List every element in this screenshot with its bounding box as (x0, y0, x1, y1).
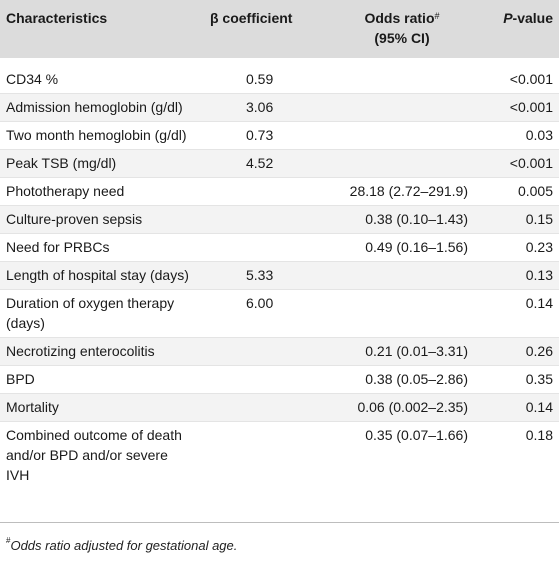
cell-odds-ratio (328, 261, 476, 290)
table-row: Necrotizing enterocolitis 0.21 (0.01–3.31… (0, 337, 559, 366)
footnote-divider (0, 522, 559, 523)
cell-beta-coefficient (200, 177, 328, 206)
cell-odds-ratio (328, 121, 476, 150)
header-p-value-rest: -value (512, 10, 553, 26)
header-odds-ratio-footnote-mark: # (434, 11, 440, 21)
cell-characteristic: Two month hemoglobin (g/dl) (0, 121, 200, 150)
cell-beta-coefficient: 6.00 (200, 289, 328, 338)
cell-beta-coefficient (200, 393, 328, 422)
cell-odds-ratio: 0.38 (0.05–2.86) (328, 365, 476, 394)
header-beta-coefficient: β coefficient (210, 10, 293, 26)
cell-characteristic: Mortality (0, 393, 200, 422)
header-characteristics: Characteristics (6, 10, 108, 26)
cell-p-value: 0.14 (476, 289, 559, 338)
cell-characteristic: Culture-proven sepsis (0, 205, 200, 234)
footnote-mark: # (6, 536, 11, 545)
table-row: Mortality 0.06 (0.002–2.35) 0.14 (0, 393, 559, 422)
cell-odds-ratio: 0.49 (0.16–1.56) (328, 233, 476, 262)
header-odds-ratio-ci: (95% CI) (374, 30, 430, 46)
cell-beta-coefficient: 0.59 (246, 71, 274, 87)
cell-p-value: <0.001 (476, 149, 559, 178)
cell-characteristic: Duration of oxygen therapy (days) (0, 289, 200, 338)
footnote-text: Odds ratio adjusted for gestational age. (10, 538, 238, 553)
cell-odds-ratio (328, 289, 476, 338)
table-row: Duration of oxygen therapy (days) 6.00 0.1… (0, 289, 559, 338)
table-row: Peak TSB (mg/dl) 4.52 <0.001 (0, 149, 559, 178)
header-p-value: P-value (476, 0, 559, 58)
cell-odds-ratio: 0.06 (0.002–2.35) (328, 393, 476, 422)
cell-odds-ratio: 0.38 (0.10–1.43) (328, 205, 476, 234)
cell-beta-coefficient (200, 205, 328, 234)
cell-beta-coefficient: 3.06 (200, 93, 328, 122)
cell-characteristic: Admission hemoglobin (g/dl) (0, 93, 200, 122)
cell-characteristic: Peak TSB (mg/dl) (0, 149, 200, 178)
cell-p-value: 0.14 (476, 393, 559, 422)
cell-p-value: 0.03 (476, 121, 559, 150)
cell-odds-ratio: 0.21 (0.01–3.31) (328, 337, 476, 366)
cell-characteristic: Need for PRBCs (0, 233, 200, 262)
cell-p-value: 0.18 (476, 421, 559, 489)
cell-p-value: <0.001 (476, 93, 559, 122)
cell-beta-coefficient (200, 337, 328, 366)
header-odds-ratio-label: Odds ratio (364, 10, 435, 26)
cell-beta-coefficient: 4.52 (200, 149, 328, 178)
cell-p-value: 0.13 (476, 261, 559, 290)
cell-characteristic: Phototherapy need (0, 177, 200, 206)
cell-odds-ratio (328, 58, 476, 94)
cell-beta-coefficient: 0.73 (200, 121, 328, 150)
table-row: CD34 % 0.59 <0.001 (0, 58, 559, 94)
table-row: Admission hemoglobin (g/dl) 3.06 <0.001 (0, 93, 559, 122)
cell-p-value: 0.23 (476, 233, 559, 262)
results-table: Characteristics β coefficient Odds ratio… (0, 0, 559, 489)
table-body: CD34 % 0.59 <0.001 Admission hemoglobin (g/… (0, 58, 559, 489)
table-header: Characteristics β coefficient Odds ratio… (0, 0, 559, 58)
cell-beta-coefficient (200, 421, 328, 489)
table-row: Combined outcome of death and/or BPD and… (0, 421, 559, 489)
cell-p-value: 0.35 (476, 365, 559, 394)
cell-beta-coefficient (200, 233, 328, 262)
header-odds-ratio: Odds ratio# (95% CI) (328, 0, 476, 58)
cell-characteristic: Necrotizing enterocolitis (0, 337, 200, 366)
table-row: BPD 0.38 (0.05–2.86) 0.35 (0, 365, 559, 394)
cell-characteristic: CD34 % (6, 71, 59, 87)
table-footnote: #Odds ratio adjusted for gestational age… (6, 536, 238, 553)
cell-p-value: 0.15 (476, 205, 559, 234)
table-row: Two month hemoglobin (g/dl) 0.73 0.03 (0, 121, 559, 150)
table-row: Culture-proven sepsis 0.38 (0.10–1.43) 0.1… (0, 205, 559, 234)
header-row: Characteristics β coefficient Odds ratio… (0, 0, 559, 58)
cell-p-value: <0.001 (509, 71, 553, 87)
table-row: Need for PRBCs 0.49 (0.16–1.56) 0.23 (0, 233, 559, 262)
cell-characteristic: Combined outcome of death and/or BPD and… (0, 421, 200, 489)
cell-beta-coefficient: 5.33 (200, 261, 328, 290)
cell-odds-ratio: 0.35 (0.07–1.66) (328, 421, 476, 489)
cell-odds-ratio: 28.18 (2.72–291.9) (328, 177, 476, 206)
cell-characteristic: BPD (0, 365, 200, 394)
table-row: Phototherapy need 28.18 (2.72–291.9) 0.005 (0, 177, 559, 206)
cell-p-value: 0.005 (476, 177, 559, 206)
cell-odds-ratio (328, 93, 476, 122)
cell-characteristic: Length of hospital stay (days) (0, 261, 200, 290)
header-p-value-italic: P (503, 10, 513, 26)
cell-p-value: 0.26 (476, 337, 559, 366)
table-row: Length of hospital stay (days) 5.33 0.13 (0, 261, 559, 290)
cell-odds-ratio (328, 149, 476, 178)
cell-beta-coefficient (200, 365, 328, 394)
